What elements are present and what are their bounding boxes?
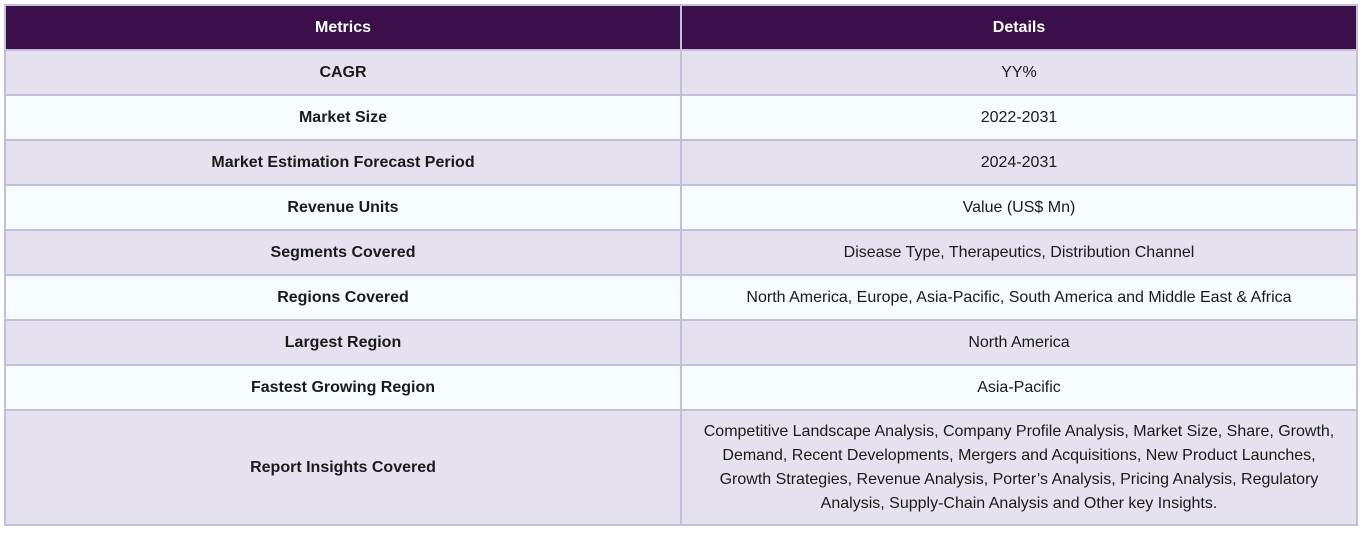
table-row: Market Estimation Forecast Period 2024-2…	[4, 139, 1358, 186]
metric-cell: Fastest Growing Region	[4, 364, 682, 411]
report-scope-table: Metrics Details CAGR YY% Market Size 202…	[4, 4, 1358, 526]
details-cell: Value (US$ Mn)	[680, 184, 1358, 231]
metric-cell: Market Size	[4, 94, 682, 141]
metric-cell: CAGR	[4, 49, 682, 96]
table-row: Segments Covered Disease Type, Therapeut…	[4, 229, 1358, 276]
table-row: Largest Region North America	[4, 319, 1358, 366]
details-cell: North America	[680, 319, 1358, 366]
metric-cell: Regions Covered	[4, 274, 682, 321]
details-cell: YY%	[680, 49, 1358, 96]
table-row: CAGR YY%	[4, 49, 1358, 96]
table-row: Revenue Units Value (US$ Mn)	[4, 184, 1358, 231]
metric-cell: Revenue Units	[4, 184, 682, 231]
metric-cell: Segments Covered	[4, 229, 682, 276]
table-row: Fastest Growing Region Asia-Pacific	[4, 364, 1358, 411]
table-row: Regions Covered North America, Europe, A…	[4, 274, 1358, 321]
details-cell: Asia-Pacific	[680, 364, 1358, 411]
metric-cell: Market Estimation Forecast Period	[4, 139, 682, 186]
header-metrics: Metrics	[4, 4, 682, 51]
details-cell: 2024-2031	[680, 139, 1358, 186]
table-header-row: Metrics Details	[4, 4, 1358, 51]
header-details: Details	[680, 4, 1358, 51]
details-cell: North America, Europe, Asia-Pacific, Sou…	[680, 274, 1358, 321]
details-cell: 2022-2031	[680, 94, 1358, 141]
metric-cell: Largest Region	[4, 319, 682, 366]
table-row: Market Size 2022-2031	[4, 94, 1358, 141]
table-row: Report Insights Covered Competitive Land…	[4, 409, 1358, 526]
metric-cell: Report Insights Covered	[4, 409, 682, 526]
details-cell: Competitive Landscape Analysis, Company …	[680, 409, 1358, 526]
details-cell: Disease Type, Therapeutics, Distribution…	[680, 229, 1358, 276]
